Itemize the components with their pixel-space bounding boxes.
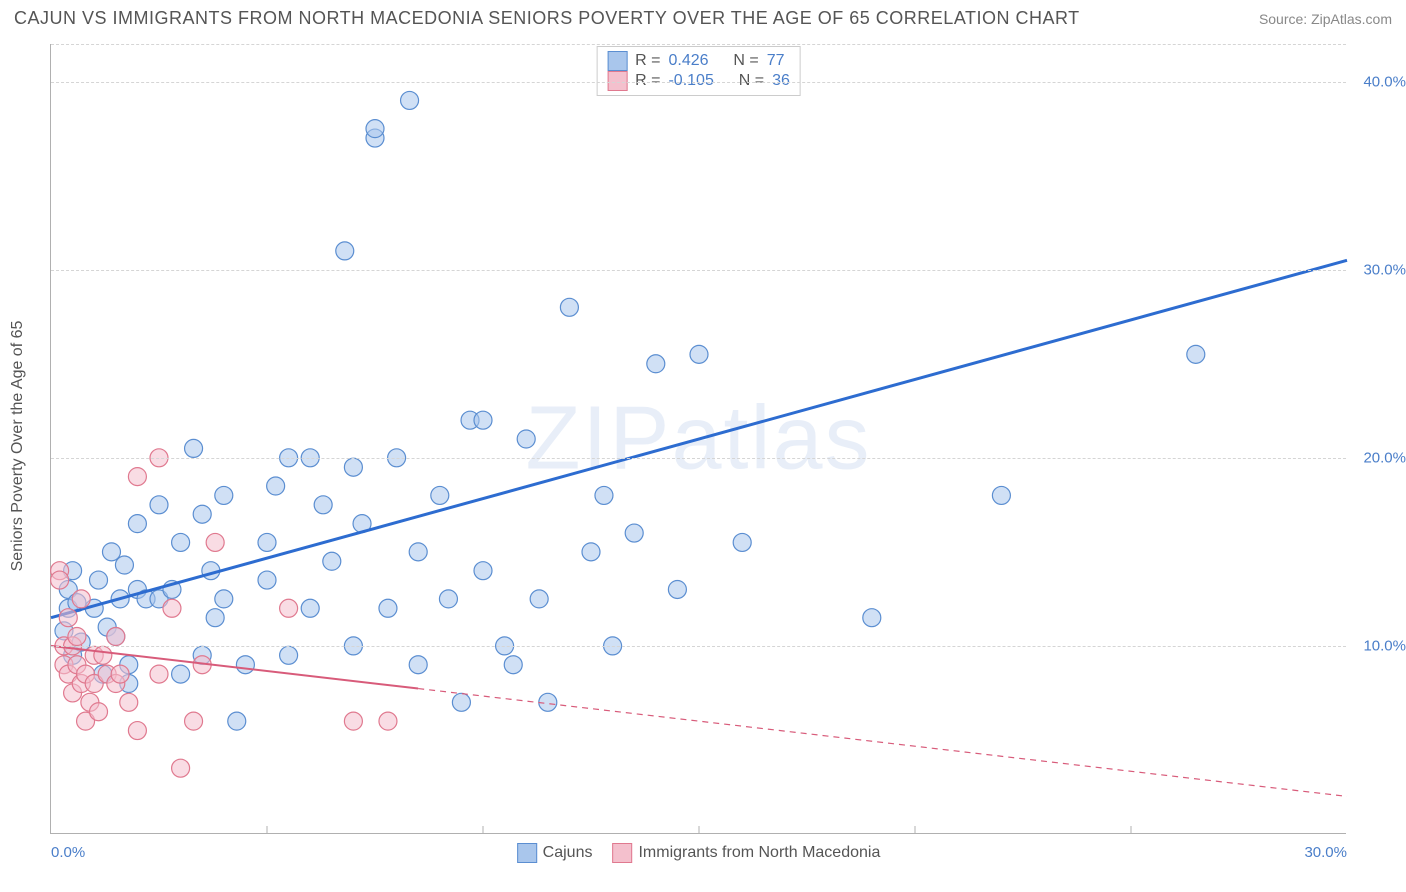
scatter-point xyxy=(59,609,77,627)
scatter-point xyxy=(120,693,138,711)
scatter-point xyxy=(439,590,457,608)
r-label: R = xyxy=(635,52,660,70)
legend-swatch-icon xyxy=(517,843,537,863)
title-bar: CAJUN VS IMMIGRANTS FROM NORTH MACEDONIA… xyxy=(14,8,1392,29)
scatter-point xyxy=(530,590,548,608)
scatter-point xyxy=(409,656,427,674)
scatter-point xyxy=(215,590,233,608)
y-axis-title: Seniors Poverty Over the Age of 65 xyxy=(9,321,27,572)
scatter-point xyxy=(258,533,276,551)
scatter-point xyxy=(379,599,397,617)
scatter-point xyxy=(185,712,203,730)
scatter-point xyxy=(992,486,1010,504)
ytick-label: 10.0% xyxy=(1351,637,1406,654)
scatter-point xyxy=(323,552,341,570)
scatter-point xyxy=(366,120,384,138)
scatter-point xyxy=(1187,345,1205,363)
scatter-point xyxy=(111,665,129,683)
correlation-legend: R = 0.426 N = 77 R = -0.105 N = 36 xyxy=(596,46,801,96)
scatter-point xyxy=(504,656,522,674)
scatter-point xyxy=(336,242,354,260)
scatter-point xyxy=(172,759,190,777)
scatter-point xyxy=(115,556,133,574)
scatter-point xyxy=(94,646,112,664)
legend-item-macedonia: Immigrants from North Macedonia xyxy=(612,843,880,863)
scatter-point xyxy=(236,656,254,674)
scatter-point xyxy=(595,486,613,504)
scatter-point xyxy=(474,411,492,429)
scatter-point xyxy=(301,599,319,617)
chart-title: CAJUN VS IMMIGRANTS FROM NORTH MACEDONIA… xyxy=(14,8,1080,29)
legend-row-cajuns: R = 0.426 N = 77 xyxy=(607,51,790,71)
scatter-point xyxy=(72,590,90,608)
scatter-point xyxy=(128,468,146,486)
scatter-point xyxy=(267,477,285,495)
scatter-point xyxy=(193,505,211,523)
scatter-point xyxy=(128,722,146,740)
legend-item-cajuns: Cajuns xyxy=(517,843,593,863)
ytick-label: 30.0% xyxy=(1351,261,1406,278)
regression-line-dashed xyxy=(418,689,1347,797)
scatter-point xyxy=(90,703,108,721)
scatter-point xyxy=(185,439,203,457)
r-value-cajuns: 0.426 xyxy=(668,52,708,70)
scatter-point xyxy=(517,430,535,448)
scatter-overlay xyxy=(51,44,1346,833)
scatter-point xyxy=(474,562,492,580)
scatter-point xyxy=(150,665,168,683)
n-label: N = xyxy=(733,52,758,70)
scatter-point xyxy=(206,533,224,551)
scatter-point xyxy=(172,533,190,551)
scatter-point xyxy=(228,712,246,730)
scatter-point xyxy=(863,609,881,627)
scatter-point xyxy=(668,580,686,598)
scatter-point xyxy=(172,665,190,683)
regression-line-solid xyxy=(51,260,1347,617)
plot-area: ZIPatlas R = 0.426 N = 77 R = -0.105 N =… xyxy=(50,44,1346,834)
scatter-point xyxy=(344,458,362,476)
scatter-point xyxy=(452,693,470,711)
scatter-point xyxy=(150,496,168,514)
scatter-point xyxy=(690,345,708,363)
gridline-h xyxy=(51,646,1346,647)
scatter-point xyxy=(280,599,298,617)
scatter-point xyxy=(647,355,665,373)
gridline-h xyxy=(51,82,1346,83)
scatter-point xyxy=(431,486,449,504)
scatter-point xyxy=(582,543,600,561)
scatter-point xyxy=(314,496,332,514)
legend-swatch-icon xyxy=(612,843,632,863)
series-legend: Cajuns Immigrants from North Macedonia xyxy=(517,843,881,863)
gridline-h xyxy=(51,44,1346,45)
scatter-point xyxy=(625,524,643,542)
scatter-point xyxy=(107,628,125,646)
gridline-h xyxy=(51,270,1346,271)
legend-swatch-cajuns xyxy=(607,51,627,71)
scatter-point xyxy=(68,628,86,646)
scatter-point xyxy=(163,599,181,617)
scatter-point xyxy=(560,298,578,316)
scatter-point xyxy=(128,515,146,533)
scatter-point xyxy=(379,712,397,730)
ytick-label: 20.0% xyxy=(1351,449,1406,466)
ytick-label: 40.0% xyxy=(1351,73,1406,90)
legend-label: Immigrants from North Macedonia xyxy=(638,844,880,862)
scatter-point xyxy=(733,533,751,551)
xtick-label: 30.0% xyxy=(1304,844,1347,861)
legend-label: Cajuns xyxy=(543,844,593,862)
scatter-point xyxy=(258,571,276,589)
scatter-point xyxy=(215,486,233,504)
scatter-point xyxy=(344,712,362,730)
scatter-point xyxy=(280,646,298,664)
scatter-point xyxy=(51,571,69,589)
scatter-point xyxy=(401,91,419,109)
xtick-label: 0.0% xyxy=(51,844,85,861)
scatter-point xyxy=(409,543,427,561)
source-attribution: Source: ZipAtlas.com xyxy=(1259,11,1392,27)
scatter-point xyxy=(206,609,224,627)
scatter-point xyxy=(90,571,108,589)
gridline-h xyxy=(51,458,1346,459)
n-value-cajuns: 77 xyxy=(767,52,785,70)
